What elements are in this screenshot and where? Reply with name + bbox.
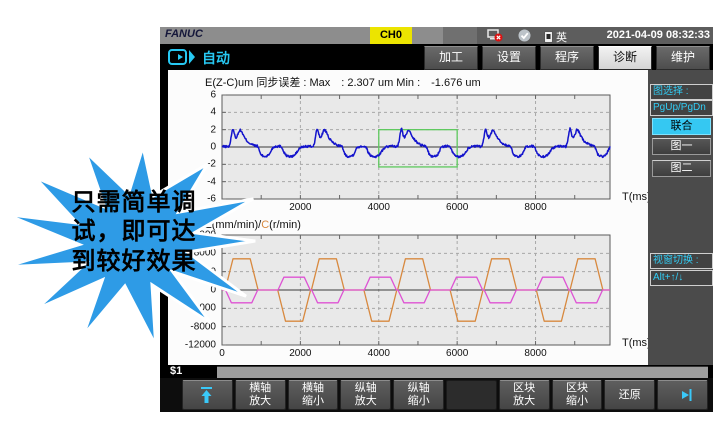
softkey-label: 缩小 <box>565 395 588 407</box>
y-tick-label: -4 <box>207 176 216 188</box>
softkey-vaxis-zoom-out[interactable]: 纵轴 缩小 <box>393 380 444 410</box>
softkey-label: 缩小 <box>301 395 324 407</box>
x-tick-label: 2000 <box>289 348 312 359</box>
callout-starburst: 只需简单调 试，即可达 到较好效果 <box>0 140 268 350</box>
tab-machining[interactable]: 加工 <box>424 46 478 70</box>
y-tick-label: 2 <box>210 124 216 136</box>
x-tick-label: 8000 <box>524 202 547 213</box>
x-tick-label: 4000 <box>367 348 390 359</box>
tab-program[interactable]: 程序 <box>540 46 594 70</box>
window-switch-keys: Alt+↑/↓ <box>650 270 713 286</box>
y-tick-label: -2 <box>207 158 216 170</box>
channel-badge: CH0 <box>370 27 412 44</box>
tab-maintenance[interactable]: 维护 <box>656 46 710 70</box>
softkey-label: 缩小 <box>407 395 430 407</box>
y-tick-label: 0 <box>210 284 216 296</box>
softkey-restore[interactable]: 还原 <box>604 380 656 410</box>
tab-bar: 加工 设置 程序 诊断 维护 <box>424 46 710 70</box>
callout-line: 到较好效果 <box>71 247 197 275</box>
softkey-label: 放大 <box>513 395 536 407</box>
callout-line: 只需简单调 <box>71 189 197 216</box>
sidebar: 图选择 : PgUp/PgDn 联合 图一 图二 视窗切换 : Alt+↑/↓ <box>648 70 713 365</box>
up-arrow-icon <box>201 387 213 403</box>
graph-button-two[interactable]: 图二 <box>652 160 711 177</box>
softkey-next[interactable] <box>657 380 708 410</box>
y-tick-label: 4 <box>210 106 216 118</box>
y-tick-label: 0 <box>210 141 216 153</box>
ime-icon <box>544 30 553 48</box>
speed-title-c: C <box>261 219 270 231</box>
mode-arrow-icon <box>168 49 198 70</box>
machine-screen: FANUC CH0 英 2021-04-09 08:32:33 自动 加工 设置… <box>160 27 713 412</box>
x-axis-label: T(ms) <box>622 337 651 349</box>
y-tick-label: 6 <box>210 89 216 101</box>
softkey-top[interactable] <box>182 380 233 410</box>
window-switch-label: 视窗切换 : <box>650 253 713 269</box>
speed-title-z: Z(mm/min)/ <box>205 219 262 231</box>
x-tick-label: 8000 <box>524 348 547 359</box>
x-tick-label: 2000 <box>289 202 312 213</box>
x-tick-label: 4000 <box>367 202 390 213</box>
check-circle-icon <box>518 29 532 47</box>
network-error-icon <box>487 29 503 47</box>
softkey-label: 纵轴 <box>407 382 430 394</box>
y-tick-label: -4000 <box>190 302 216 314</box>
x-axis-label: T(ms) <box>622 191 651 203</box>
softkey-label: 放大 <box>354 395 377 407</box>
plot-area <box>221 94 611 200</box>
softkey-label: 放大 <box>249 395 272 407</box>
next-arrow-icon <box>674 389 692 401</box>
softkey-label: 横轴 <box>249 382 272 394</box>
softkey-haxis-zoom-in[interactable]: 横轴 放大 <box>234 380 286 410</box>
softkey-block-zoom-in[interactable]: 区块 放大 <box>498 380 550 410</box>
graph-select-label: 图选择 : <box>650 84 713 100</box>
x-tick-label: 6000 <box>446 348 469 359</box>
softkey-label: 区块 <box>565 382 588 394</box>
status-track <box>217 366 708 378</box>
softkey-label: 还原 <box>618 388 641 401</box>
tab-diagnosis[interactable]: 诊断 <box>598 46 652 70</box>
fanuc-logo: FANUC <box>165 28 203 40</box>
callout-line: 试，即可达 <box>71 218 197 246</box>
titlebar: FANUC CH0 英 2021-04-09 08:32:33 <box>160 27 713 44</box>
graph-button-one[interactable]: 图一 <box>652 138 711 155</box>
datetime-text: 2021-04-09 08:32:33 <box>606 29 710 41</box>
x-tick-label: 0 <box>219 348 225 359</box>
y-tick-label: -6 <box>207 193 216 205</box>
y-tick-label: -12000 <box>184 339 216 351</box>
titlebar-segment <box>477 27 713 44</box>
speed-title: Z(mm/min)/C(r/min) <box>205 219 301 231</box>
plot-area <box>221 234 611 346</box>
softkey-label: 纵轴 <box>354 382 377 394</box>
channel-path-label: $1 <box>170 365 183 377</box>
y-tick-label: 8000 <box>193 247 216 259</box>
callout-text: 只需简单调 试，即可达 到较好效果 <box>34 188 234 276</box>
softkey-bar: 横轴 放大 横轴 缩小 纵轴 放大 纵轴 缩小 区块 放大 区块 缩小 还原 <box>160 378 713 412</box>
softkey-block-zoom-out[interactable]: 区块 缩小 <box>551 380 603 410</box>
softkey-empty <box>445 380 497 410</box>
navbar: 自动 加工 设置 程序 诊断 维护 <box>160 44 713 70</box>
language-indicator: 英 <box>556 32 567 44</box>
pgup-pgdn-hint: PgUp/PgDn <box>650 100 713 116</box>
tab-settings[interactable]: 设置 <box>482 46 536 70</box>
speed-title-unit: (r/min) <box>269 219 301 231</box>
softkey-vaxis-zoom-in[interactable]: 纵轴 放大 <box>340 380 392 410</box>
sync-error-title: E(Z-C)um 同步误差 : Max : 2.307 um Min : -1.… <box>205 77 481 89</box>
titlebar-segment <box>443 27 477 44</box>
chart-panel: E(Z-C)um 同步误差 : Max : 2.307 um Min : -1.… <box>168 70 651 365</box>
y-tick-label: -8000 <box>190 321 216 333</box>
x-tick-label: 6000 <box>446 202 469 213</box>
softkey-label: 横轴 <box>301 382 324 394</box>
softkey-label: 区块 <box>513 382 536 394</box>
status-bar: $1 <box>160 365 713 378</box>
softkey-haxis-zoom-out[interactable]: 横轴 缩小 <box>287 380 339 410</box>
mode-label: 自动 <box>202 50 230 66</box>
speed-chart: 12000800040000-4000-8000-120000200040006… <box>185 230 651 360</box>
graph-button-union[interactable]: 联合 <box>652 118 711 135</box>
